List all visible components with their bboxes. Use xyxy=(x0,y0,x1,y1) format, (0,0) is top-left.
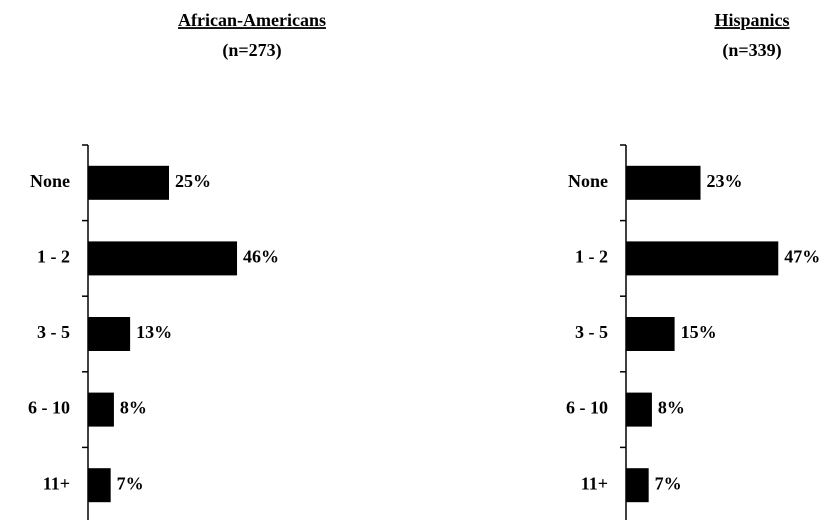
bar xyxy=(626,468,649,503)
category-label: None xyxy=(568,171,608,191)
bar xyxy=(626,165,701,200)
bar xyxy=(88,317,131,351)
category-label: 3 - 5 xyxy=(37,322,70,342)
category-label: 1 - 2 xyxy=(575,247,608,267)
category-label: 11+ xyxy=(43,473,70,493)
category-label: 1 - 2 xyxy=(37,247,70,267)
data-label: 7% xyxy=(117,473,144,493)
category-label: None xyxy=(30,171,70,191)
bar xyxy=(88,241,238,276)
chart-subtitle: (n=339) xyxy=(722,40,781,61)
data-label: 46% xyxy=(243,247,279,267)
bar xyxy=(626,241,779,276)
data-label: 7% xyxy=(655,473,682,493)
category-label: 6 - 10 xyxy=(566,398,608,418)
bar xyxy=(88,468,111,503)
category-label: 6 - 10 xyxy=(28,398,70,418)
category-label: 11+ xyxy=(581,473,608,493)
bar xyxy=(626,392,652,427)
data-label: 13% xyxy=(136,322,172,342)
data-label: 25% xyxy=(175,171,211,191)
chart-title: Hispanics xyxy=(714,10,789,30)
bar xyxy=(88,392,114,427)
data-label: 23% xyxy=(707,171,743,191)
bar xyxy=(88,165,169,200)
data-label: 47% xyxy=(784,247,820,267)
data-label: 15% xyxy=(681,322,717,342)
chart-title: African-Americans xyxy=(178,10,326,30)
category-label: 3 - 5 xyxy=(575,322,608,342)
chart-subtitle: (n=273) xyxy=(222,40,281,61)
data-label: 8% xyxy=(120,398,147,418)
bar xyxy=(626,317,675,351)
data-label: 8% xyxy=(658,398,685,418)
